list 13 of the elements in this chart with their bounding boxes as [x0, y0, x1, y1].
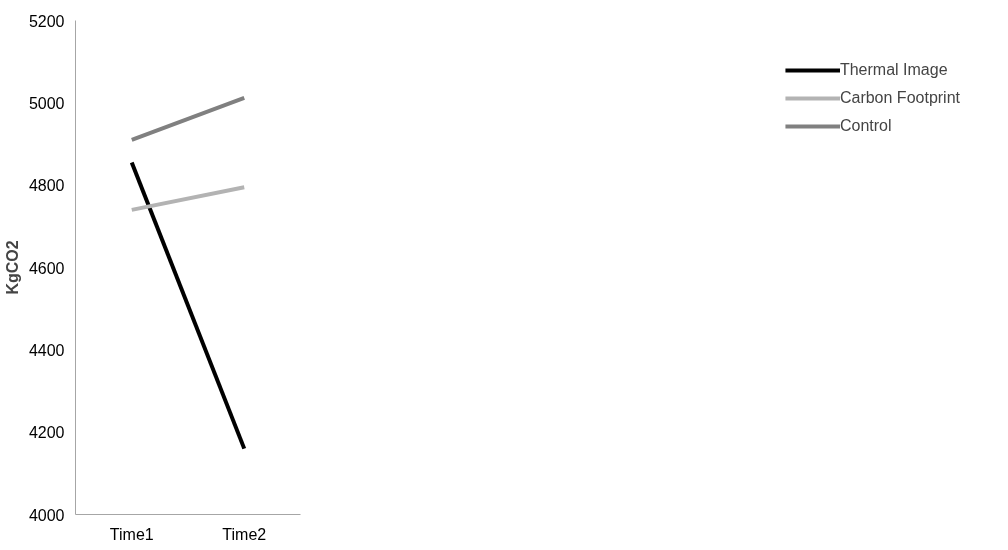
y-tick-label: 5000	[28, 94, 65, 112]
legend-label: Carbon Footprint	[839, 89, 960, 107]
y-tick-label: 4400	[28, 341, 65, 359]
legend-label: Thermal Image	[839, 61, 948, 79]
y-tick-label: 4000	[28, 506, 65, 524]
y-tick-label: 5200	[28, 12, 65, 30]
y-axis-title: KgCO2	[3, 240, 21, 295]
y-tick-label: 4600	[28, 259, 65, 277]
x-tick-label: Time2	[222, 525, 267, 543]
legend-label: Control	[839, 117, 892, 135]
y-tick-label: 4200	[28, 424, 65, 442]
x-tick-label: Time1	[109, 525, 154, 543]
y-tick-label: 4800	[28, 177, 65, 195]
